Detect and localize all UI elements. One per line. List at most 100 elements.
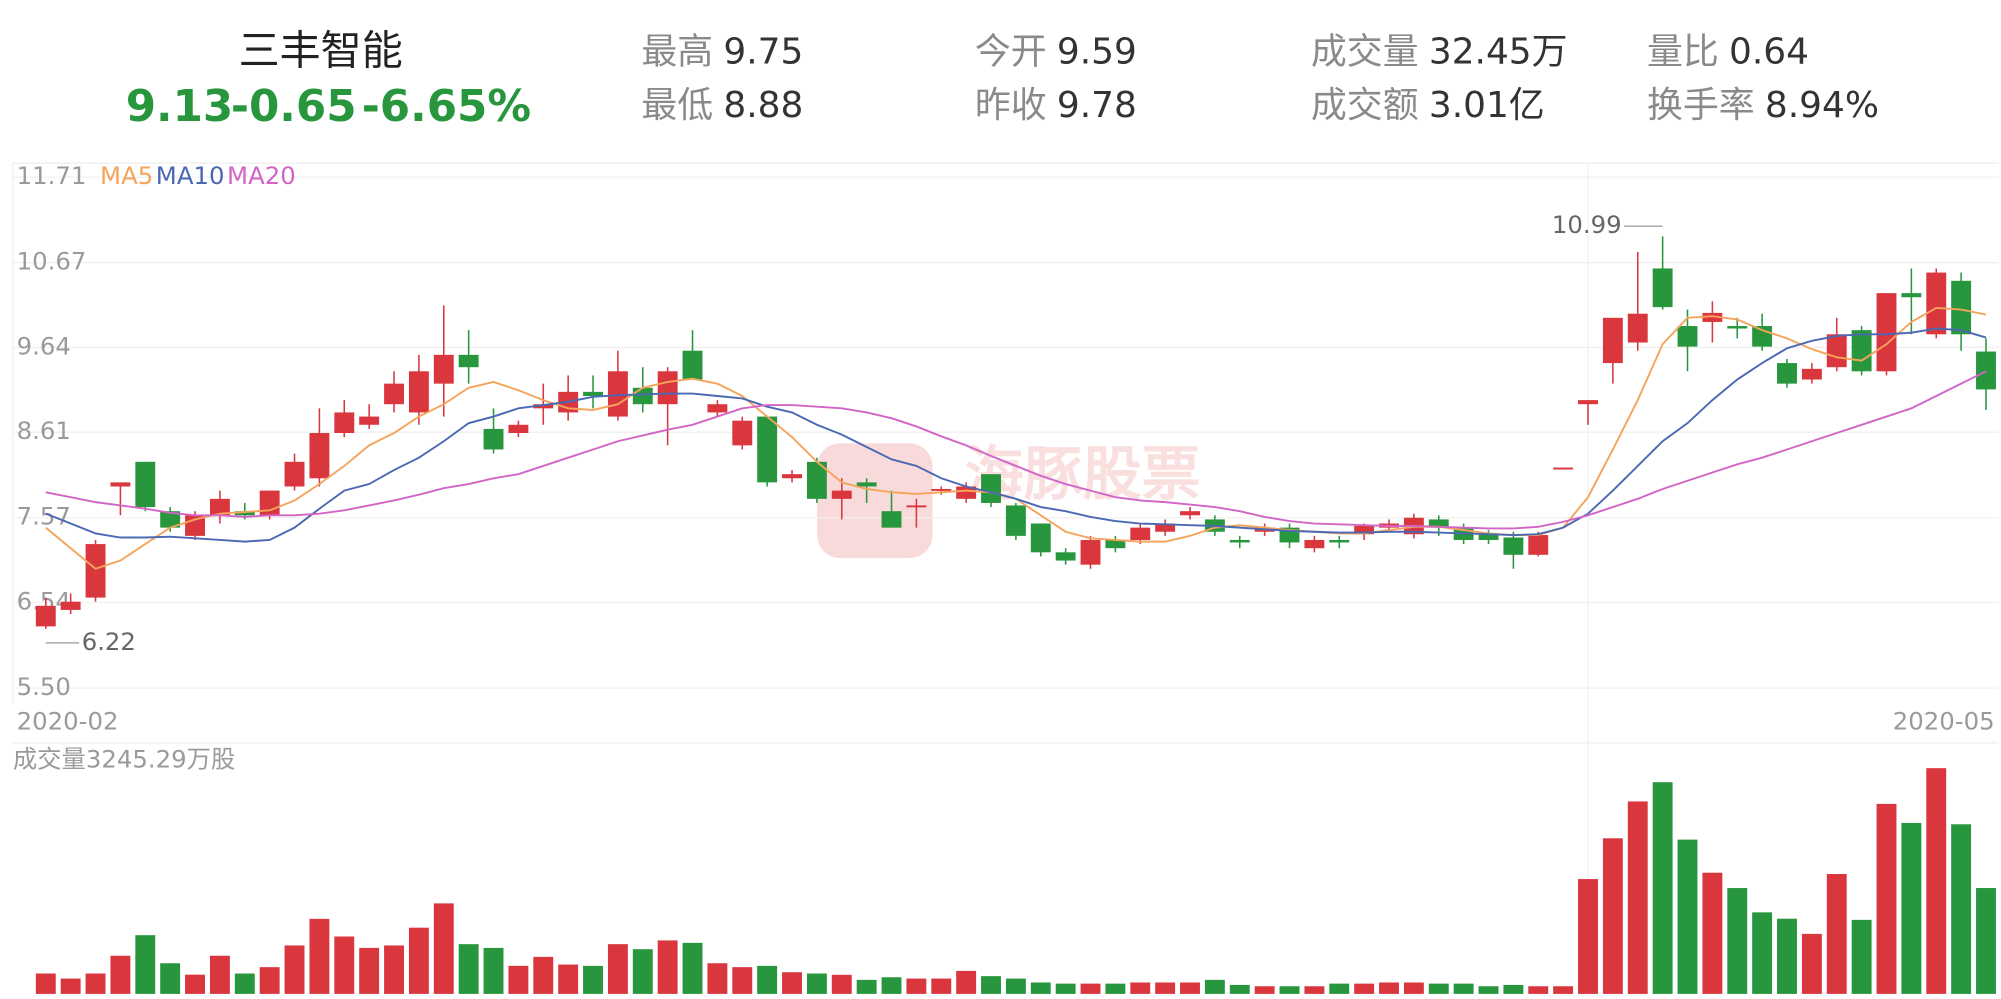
- quote-stat: 最高 9.75: [641, 32, 803, 73]
- candle-body: [1180, 511, 1200, 516]
- stat-label: 换手率: [1647, 85, 1755, 126]
- volume-bar: [60, 978, 81, 994]
- candle-body: [35, 605, 56, 627]
- volume-bar: [1876, 803, 1897, 994]
- candle-body: [1652, 268, 1673, 308]
- legend-entry: MA5: [100, 161, 153, 190]
- candle-body: [209, 498, 230, 516]
- candle-body: [856, 482, 877, 487]
- quote-stat: 成交额 3.01亿: [1311, 85, 1545, 126]
- candle-body: [1503, 537, 1524, 555]
- volume-bar: [981, 976, 1001, 994]
- stat-label: 成交额: [1311, 85, 1419, 126]
- volume-bar: [1453, 983, 1474, 994]
- volume-bar: [1279, 986, 1300, 994]
- volume-bar: [483, 947, 504, 994]
- volume-bar: [85, 973, 106, 994]
- candle-body: [458, 354, 479, 368]
- volume-bar: [856, 979, 877, 994]
- volume-bar: [135, 935, 156, 994]
- quote-stat: 成交量 32.45万: [1311, 32, 1568, 73]
- volume-bar: [259, 967, 280, 994]
- stat-label: 今开: [975, 32, 1047, 73]
- candle-body: [433, 354, 454, 384]
- candle-body: [1105, 539, 1126, 549]
- volume-bar: [1329, 983, 1350, 994]
- volume-bar: [782, 972, 802, 994]
- price-change-pct: -6.65%: [362, 82, 531, 132]
- candle-body: [334, 412, 355, 434]
- price-change: -0.65: [231, 82, 357, 132]
- volume-bar: [1702, 872, 1723, 994]
- volume-bar: [1428, 983, 1449, 994]
- y-tick-label: 9.64: [17, 331, 71, 360]
- volume-bar: [1926, 768, 1947, 994]
- candle-body: [1030, 523, 1051, 553]
- volume-bar: [632, 949, 653, 994]
- legend-entry: MA20: [227, 161, 296, 190]
- volume-bar: [757, 965, 778, 994]
- candle-body: [732, 420, 753, 446]
- volume-bar: [956, 970, 977, 994]
- volume-bar: [906, 978, 927, 994]
- volume-bar: [35, 973, 56, 994]
- candle-body: [1155, 523, 1176, 532]
- candle-body: [1926, 272, 1947, 335]
- volume-bar: [881, 977, 902, 994]
- volume-bar: [160, 963, 181, 994]
- stat-label: 成交量: [1311, 32, 1419, 73]
- candle-body: [607, 371, 628, 417]
- candle-body: [359, 416, 380, 425]
- candle-body: [981, 474, 1001, 503]
- candle-body: [757, 416, 778, 483]
- volume-bar: [806, 973, 827, 994]
- volume-bar: [1652, 782, 1673, 994]
- volume-bar: [508, 965, 529, 994]
- candle-body: [657, 371, 678, 405]
- candle-body: [508, 424, 529, 434]
- x-tick-label: 2020-02: [17, 707, 119, 736]
- volume-bar: [1379, 982, 1399, 994]
- candle-body: [1304, 539, 1325, 549]
- volume-bar: [1528, 986, 1549, 994]
- volume-bar: [1503, 984, 1524, 994]
- candle-body: [1951, 280, 1972, 335]
- y-tick-label: 11.71: [17, 161, 87, 190]
- candle-body: [1130, 527, 1151, 540]
- candle-body: [1005, 505, 1026, 536]
- volume-bar: [209, 955, 230, 994]
- volume-bar: [1403, 982, 1424, 994]
- candle-body: [85, 544, 106, 598]
- candle-body: [806, 461, 827, 499]
- legend-entry: MA10: [156, 161, 225, 190]
- candle-body: [384, 383, 404, 405]
- y-tick-label: 10.67: [17, 247, 87, 276]
- stat-label: 昨收: [975, 85, 1047, 126]
- volume-bar: [732, 967, 753, 994]
- candle-body: [632, 387, 653, 405]
- ma-line: [45, 327, 1987, 543]
- quote-stat: 最低 8.88: [641, 85, 803, 126]
- candle-body: [1702, 312, 1723, 322]
- stat-value: 3.01亿: [1429, 85, 1545, 126]
- stat-label: 最高: [641, 32, 713, 73]
- volume-bar: [110, 955, 131, 994]
- annotation-label: 10.99: [1552, 210, 1622, 239]
- stat-label: 最低: [641, 85, 713, 126]
- volume-bar: [707, 963, 728, 994]
- volume-bar: [284, 945, 305, 994]
- candle-body: [1428, 519, 1449, 528]
- candle-body: [1080, 539, 1101, 565]
- volume-bar: [1826, 874, 1847, 994]
- volume-bar: [607, 944, 628, 994]
- watermark-icon: [817, 443, 933, 559]
- ma-line: [45, 370, 1987, 530]
- candle-body: [1553, 467, 1574, 470]
- quote-stat: 昨收 9.78: [975, 85, 1137, 126]
- volume-bar: [558, 964, 579, 994]
- candle-body: [1528, 535, 1549, 555]
- stat-value: 8.88: [723, 85, 803, 126]
- volume-bar: [1304, 986, 1325, 994]
- candle-body: [1801, 368, 1822, 380]
- stat-value: 9.59: [1057, 32, 1137, 73]
